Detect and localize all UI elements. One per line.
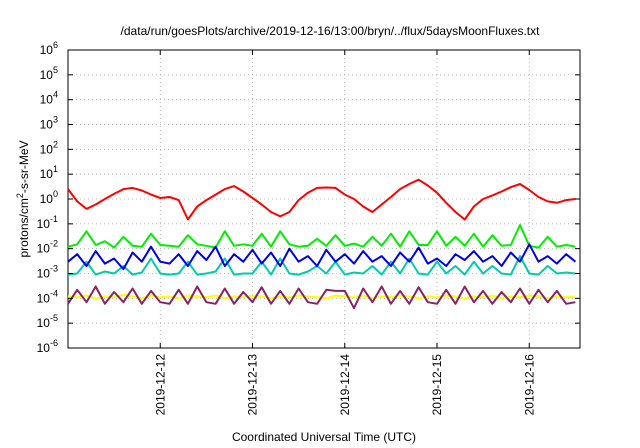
y-tick-label: 10-6 — [37, 338, 58, 355]
y-tick-label: 10-3 — [37, 264, 58, 281]
x-tick-label: 2019-12-15 — [430, 354, 444, 416]
x-axis-label: Coordinated Universal Time (UTC) — [232, 430, 416, 444]
y-tick-base: 10 — [40, 167, 54, 181]
y-tick-exponent: -1 — [50, 214, 58, 224]
y-axis-ticks: 10-610-510-410-310-210-11001011021031041… — [37, 40, 580, 355]
y-label-superscript: 2 — [15, 193, 25, 198]
series-group — [67, 178, 577, 310]
series-line-2 — [67, 224, 576, 249]
series-line-6 — [67, 285, 576, 310]
y-tick-exponent: -2 — [50, 239, 58, 249]
y-axis-label: protons/cm2-s-sr-MeV — [15, 140, 31, 257]
y-tick-base: 10 — [40, 93, 54, 107]
y-tick-exponent: 3 — [53, 115, 58, 125]
y-tick-label: 10-4 — [37, 288, 58, 305]
y-tick-label: 102 — [40, 139, 58, 156]
x-tick-label: 2019-12-13 — [246, 354, 260, 416]
y-tick-base: 10 — [37, 267, 51, 281]
y-tick-label: 100 — [40, 189, 58, 206]
y-tick-base: 10 — [40, 118, 54, 132]
series-line-1 — [67, 178, 576, 221]
x-tick-label: 2019-12-12 — [153, 354, 167, 416]
y-tick-base: 10 — [40, 142, 54, 156]
y-tick-label: 10-5 — [37, 313, 58, 330]
y-tick-base: 10 — [37, 217, 51, 231]
y-tick-label: 105 — [40, 65, 58, 82]
grid-lines — [68, 50, 580, 348]
series-line-3 — [67, 255, 576, 276]
y-tick-exponent: -4 — [50, 288, 58, 298]
y-tick-base: 10 — [37, 291, 51, 305]
y-tick-exponent: 4 — [53, 90, 58, 100]
y-tick-exponent: -5 — [50, 313, 58, 323]
x-tick-label: 2019-12-16 — [522, 354, 536, 416]
y-tick-exponent: 1 — [53, 164, 58, 174]
y-tick-base: 10 — [40, 43, 54, 57]
y-tick-base: 10 — [37, 242, 51, 256]
y-label-part-2: -s-sr-MeV — [17, 140, 31, 193]
y-tick-label: 10-1 — [37, 214, 58, 231]
y-tick-label: 103 — [40, 115, 58, 132]
y-tick-exponent: 0 — [53, 189, 58, 199]
y-tick-exponent: 2 — [53, 139, 58, 149]
chart-title: /data/run/goesPlots/archive/2019-12-16/1… — [121, 24, 541, 38]
y-tick-base: 10 — [40, 68, 54, 82]
y-tick-base: 10 — [40, 192, 54, 206]
y-tick-exponent: -3 — [50, 264, 58, 274]
y-tick-label: 101 — [40, 164, 58, 181]
y-label-part-1: protons/cm — [17, 198, 31, 257]
y-tick-exponent: -6 — [50, 338, 58, 348]
x-axis-ticks: 2019-12-12 2019-12-13 2019-12-14 2019-12-15… — [153, 50, 536, 415]
x-tick-label: 2019-12-14 — [338, 354, 352, 416]
y-tick-label: 104 — [40, 90, 58, 107]
y-tick-label: 106 — [40, 40, 58, 57]
series-line-4 — [67, 243, 577, 271]
y-tick-label: 10-2 — [37, 239, 58, 256]
y-tick-exponent: 5 — [53, 65, 58, 75]
y-tick-base: 10 — [37, 316, 51, 330]
y-tick-exponent: 6 — [53, 40, 58, 50]
y-tick-base: 10 — [37, 341, 51, 355]
